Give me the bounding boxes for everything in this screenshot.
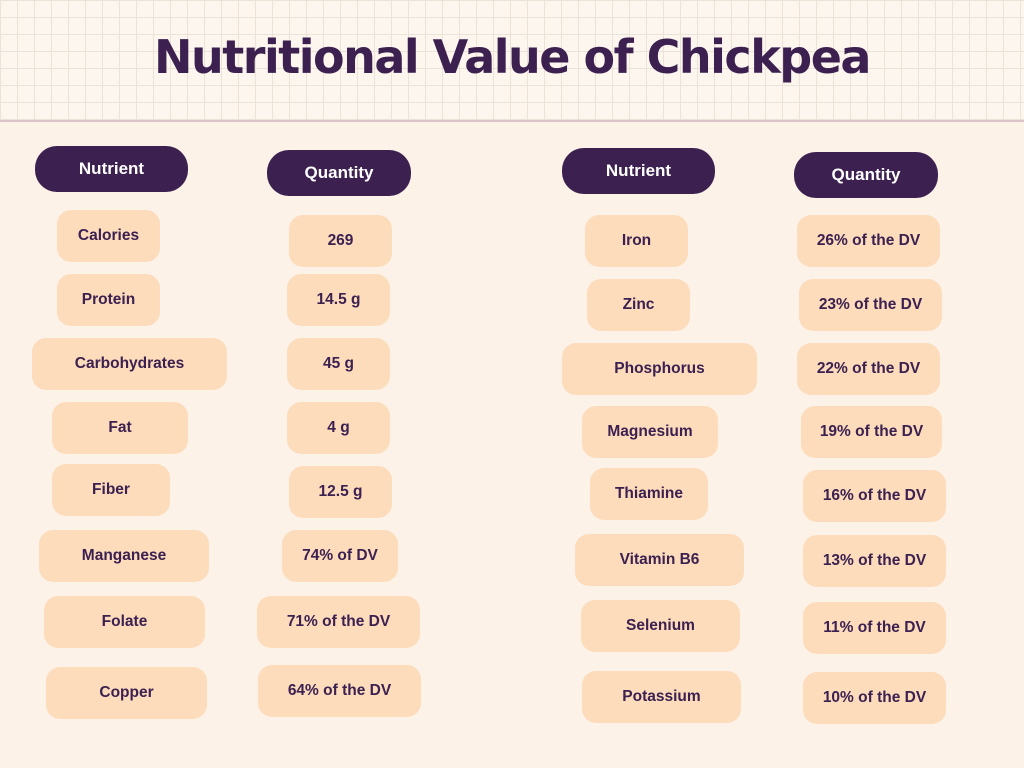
left-nutrient-cell: Protein (57, 274, 160, 326)
right-quantity-cell: 26% of the DV (797, 215, 940, 267)
left-quantity-cell: 45 g (287, 338, 390, 390)
right-nutrient-cell: Zinc (587, 279, 690, 331)
title-banner (0, 0, 1024, 122)
left-nutrient-cell: Manganese (39, 530, 209, 582)
left-quantity-cell: 269 (289, 215, 392, 267)
left-nutrient-header: Nutrient (35, 146, 188, 192)
right-quantity-cell: 19% of the DV (801, 406, 942, 458)
page-title: Nutritional Value of Chickpea (154, 30, 871, 84)
right-nutrient-cell: Iron (585, 215, 688, 267)
left-nutrient-cell: Folate (44, 596, 205, 648)
left-nutrient-cell: Fiber (52, 464, 170, 516)
left-quantity-cell: 71% of the DV (257, 596, 420, 648)
right-nutrient-cell: Selenium (581, 600, 740, 652)
right-nutrient-cell: Potassium (582, 671, 741, 723)
right-quantity-cell: 23% of the DV (799, 279, 942, 331)
right-quantity-cell: 13% of the DV (803, 535, 946, 587)
right-nutrient-cell: Thiamine (590, 468, 708, 520)
left-quantity-cell: 64% of the DV (258, 665, 421, 717)
left-quantity-cell: 14.5 g (287, 274, 390, 326)
right-quantity-cell: 10% of the DV (803, 672, 946, 724)
right-nutrient-cell: Phosphorus (562, 343, 757, 395)
left-nutrient-cell: Fat (52, 402, 188, 454)
right-nutrient-header: Nutrient (562, 148, 715, 194)
right-quantity-cell: 22% of the DV (797, 343, 940, 395)
left-quantity-cell: 4 g (287, 402, 390, 454)
left-quantity-cell: 74% of DV (282, 530, 398, 582)
right-nutrient-cell: Vitamin B6 (575, 534, 744, 586)
left-nutrient-cell: Copper (46, 667, 207, 719)
right-nutrient-cell: Magnesium (582, 406, 718, 458)
right-quantity-cell: 16% of the DV (803, 470, 946, 522)
left-quantity-header: Quantity (267, 150, 411, 196)
left-nutrient-cell: Calories (57, 210, 160, 262)
left-nutrient-cell: Carbohydrates (32, 338, 227, 390)
left-quantity-cell: 12.5 g (289, 466, 392, 518)
right-quantity-cell: 11% of the DV (803, 602, 946, 654)
right-quantity-header: Quantity (794, 152, 938, 198)
